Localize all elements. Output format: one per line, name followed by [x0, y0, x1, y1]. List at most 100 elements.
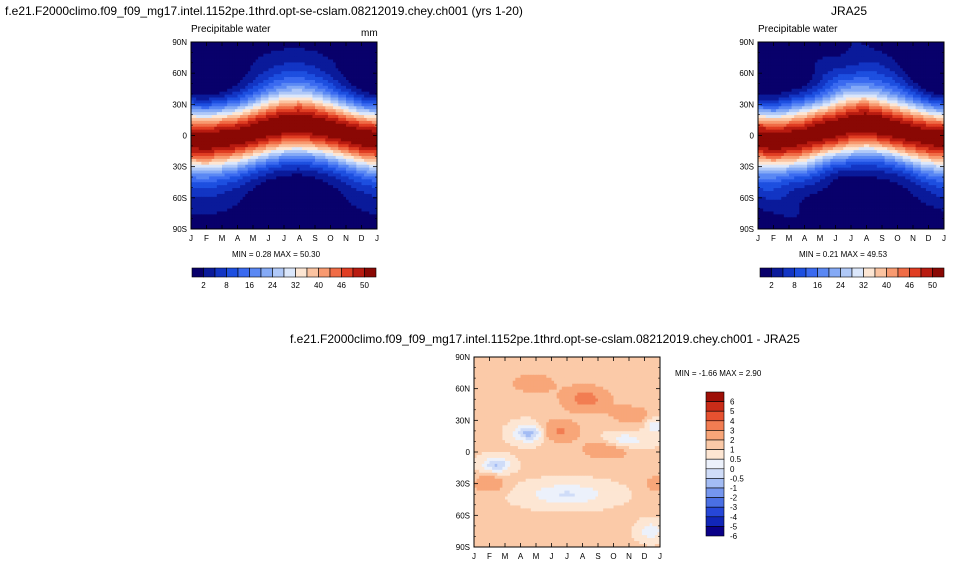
model-cell	[258, 176, 262, 180]
model-cell	[273, 185, 277, 189]
model-cell	[206, 132, 210, 136]
model-cell	[247, 97, 251, 101]
model-cell	[206, 115, 210, 119]
model-cell	[351, 120, 355, 125]
model-cell	[361, 211, 365, 215]
model-cell	[358, 115, 362, 119]
model-cell	[348, 53, 352, 58]
model-cell	[284, 135, 287, 139]
model-cell	[315, 68, 318, 72]
model-cell	[250, 226, 254, 230]
model-cell	[309, 220, 313, 224]
model-cell	[299, 135, 303, 139]
model-cell	[322, 123, 326, 128]
model-cell	[271, 100, 275, 104]
model-cell	[304, 191, 308, 195]
model-cell	[237, 91, 241, 95]
model-cell	[289, 161, 293, 166]
model-cell	[286, 85, 290, 90]
model-cell	[201, 106, 205, 110]
model-cell	[224, 220, 228, 224]
model-cell	[278, 42, 282, 46]
model-cell	[229, 179, 233, 183]
model-cell	[216, 132, 220, 136]
model-cell	[291, 144, 295, 148]
model-cell	[260, 109, 264, 113]
model-cell	[374, 47, 378, 52]
model-cell	[234, 226, 238, 230]
model-cell	[247, 112, 251, 116]
model-cell	[258, 211, 262, 215]
model-cell	[364, 173, 368, 177]
model-cell	[317, 147, 321, 151]
model-cell	[299, 123, 303, 128]
model-cell	[271, 202, 275, 207]
model-cell	[219, 88, 223, 93]
model-cell	[271, 44, 275, 49]
model-cell	[304, 182, 308, 186]
model-cell	[325, 50, 329, 55]
model-cell	[312, 68, 316, 72]
model-cell	[289, 170, 293, 174]
model-cell	[209, 79, 213, 84]
model-cell	[232, 164, 236, 169]
model-cell	[294, 71, 298, 75]
model-cell	[198, 188, 202, 192]
model-cell	[268, 173, 272, 177]
model-cell	[191, 182, 194, 186]
model-cell	[276, 62, 280, 66]
model-cell	[201, 208, 205, 212]
model-cell	[322, 226, 326, 230]
model-cell	[240, 42, 244, 46]
model-cell	[330, 100, 334, 104]
model-cell	[284, 62, 287, 66]
model-cell	[224, 68, 228, 72]
model-cell	[338, 188, 342, 192]
model-cell	[245, 199, 249, 204]
model-cell	[322, 42, 326, 46]
model-cell	[309, 42, 313, 46]
model-cell	[193, 97, 197, 101]
model-cell	[258, 68, 262, 72]
model-cell	[371, 170, 375, 174]
model-cell	[320, 129, 324, 133]
obs-cell	[920, 47, 924, 52]
model-cell	[353, 117, 357, 122]
model-cell	[304, 170, 308, 174]
model-cell	[209, 97, 213, 101]
model-cell	[263, 153, 267, 157]
model-cell	[304, 50, 308, 55]
model-cell	[364, 79, 368, 84]
model-cell	[227, 170, 231, 174]
model-cell	[260, 202, 264, 207]
model-cell	[247, 208, 251, 212]
model-cell	[346, 170, 349, 174]
model-cell	[338, 196, 342, 201]
model-cell	[216, 173, 220, 177]
model-cell	[255, 214, 259, 218]
model-cell	[309, 161, 313, 166]
model-cell	[343, 115, 347, 119]
model-cell	[358, 71, 362, 75]
model-cell	[191, 208, 194, 212]
model-cell	[271, 42, 275, 46]
model-cell	[229, 182, 233, 186]
model-cell	[356, 223, 360, 227]
model-cell	[335, 126, 339, 131]
model-cell	[258, 112, 262, 116]
model-cell	[294, 117, 298, 122]
model-cell	[325, 117, 329, 122]
model-cell	[201, 100, 205, 104]
model-cell	[325, 220, 329, 224]
model-cell	[198, 144, 202, 148]
model-cell	[302, 59, 306, 63]
model-cell	[211, 65, 215, 69]
obs-cell	[863, 50, 867, 55]
model-cell	[309, 47, 313, 52]
model-cell	[353, 44, 357, 49]
model-cell	[237, 193, 241, 198]
model-cell	[240, 50, 244, 55]
model-cell	[284, 129, 287, 133]
model-cell	[340, 217, 344, 221]
